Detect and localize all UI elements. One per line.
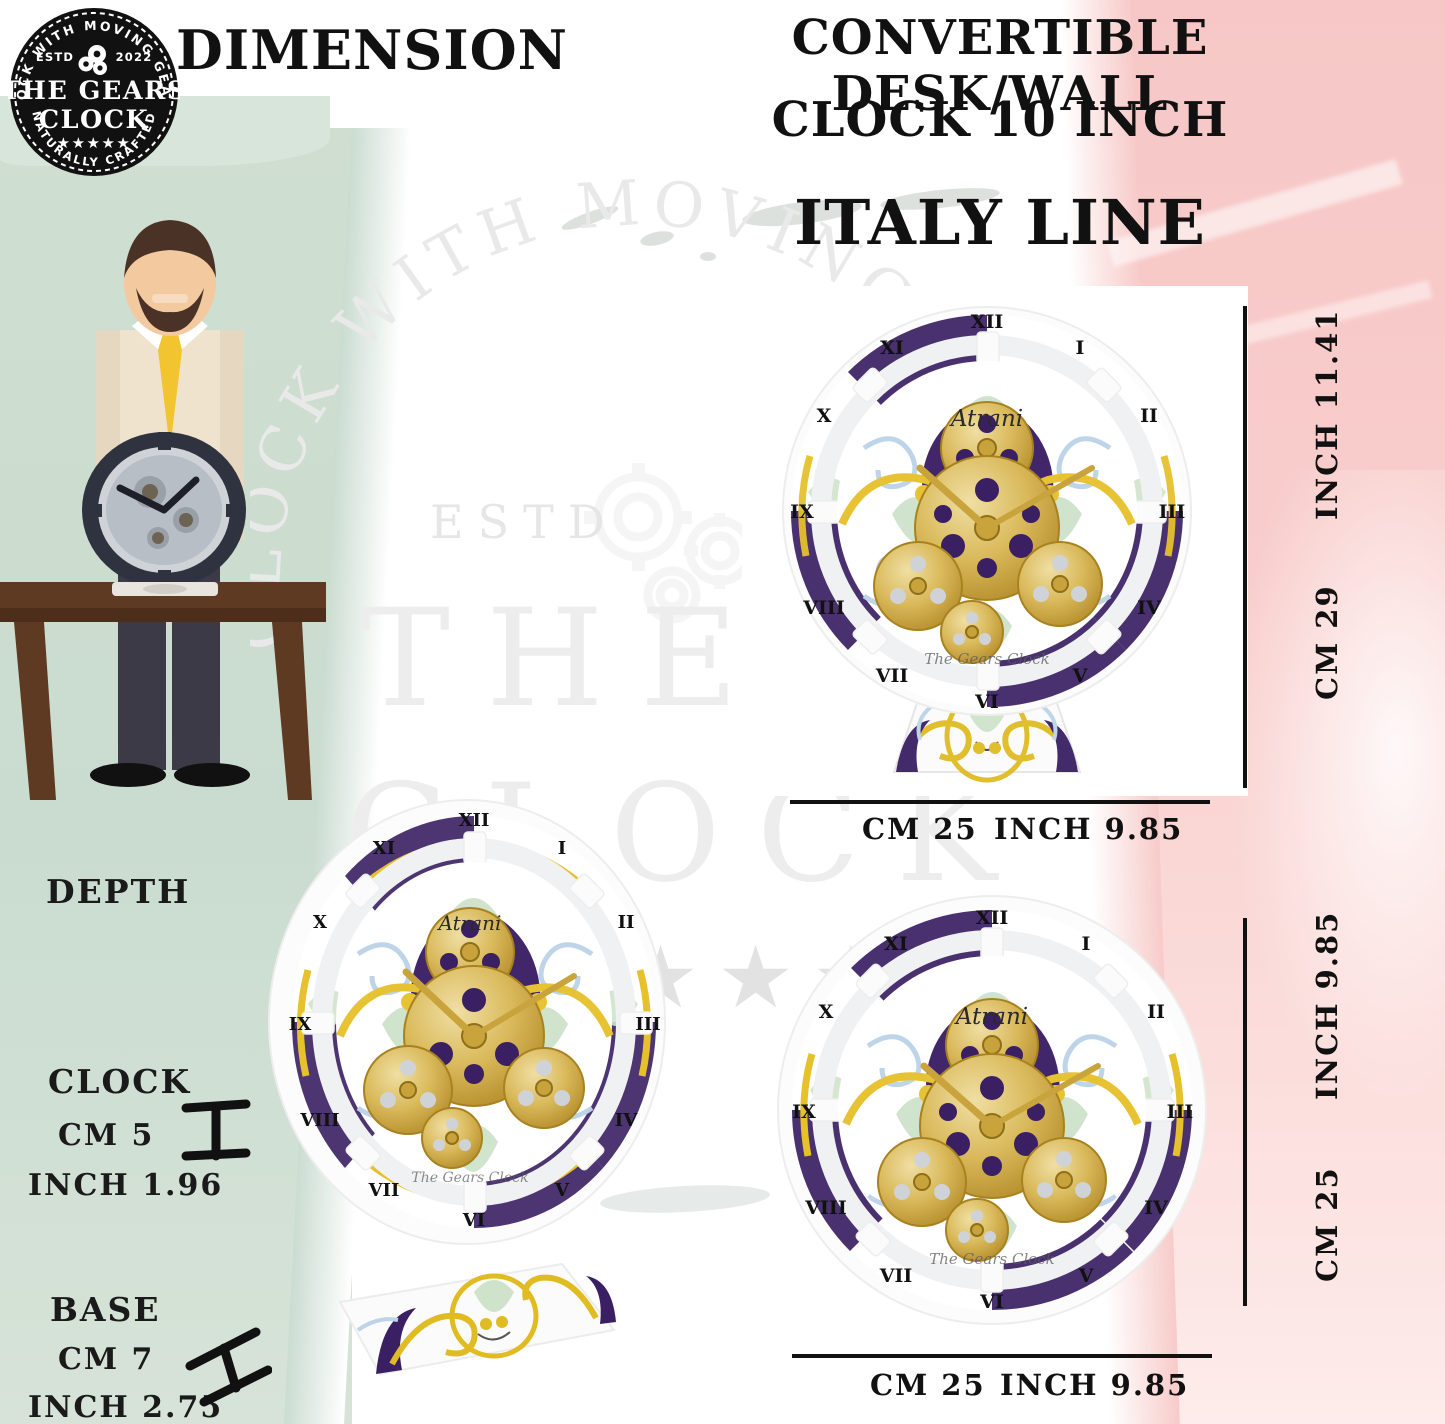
svg-text:The Gears Clock: The Gears Clock <box>411 1170 528 1186</box>
svg-text:X: X <box>817 405 832 427</box>
svg-text:VIII: VIII <box>804 1197 847 1219</box>
svg-text:XII: XII <box>459 810 490 831</box>
product-title-1: CONVERTIBLE DESK/WALL <box>791 10 1209 122</box>
wall-width-cm: CM 25 <box>870 1368 986 1402</box>
svg-text:I: I <box>1076 337 1085 359</box>
svg-text:★★★★★: ★★★★★ <box>57 134 132 152</box>
svg-text:CLOCK: CLOCK <box>39 105 149 135</box>
svg-text:VI: VI <box>974 691 999 713</box>
desk-mode-clock: Atrani The Gears Clock XII I II III IV V… <box>772 296 1202 796</box>
svg-text:IX: IX <box>790 501 814 523</box>
svg-text:IV: IV <box>615 1110 638 1131</box>
svg-text:XII: XII <box>971 311 1004 333</box>
svg-text:V: V <box>1072 665 1089 687</box>
svg-text:XII: XII <box>976 907 1009 929</box>
svg-text:III: III <box>1159 501 1186 523</box>
brand-logo: CLOCK WITH MOVING GEARS NATURALLY CRAFTE… <box>8 6 180 178</box>
svg-text:V: V <box>1078 1265 1095 1287</box>
gear-watermark-icon <box>584 463 756 624</box>
svg-text:ESTD: ESTD <box>36 50 74 64</box>
svg-text:III: III <box>1167 1101 1194 1123</box>
wall-width-rule <box>792 1354 1212 1358</box>
desk-width-cm: CM 25 <box>862 812 978 846</box>
svg-text:XI: XI <box>880 337 904 359</box>
clock-depth-ibeam-icon <box>181 1099 251 1161</box>
svg-text:XI: XI <box>373 838 395 859</box>
base-depth-label: BASE <box>50 1290 161 1329</box>
clock-hands <box>916 464 1095 537</box>
wall-height-inch: INCH 9.85 <box>1310 910 1344 1100</box>
desk-height-inch: INCH 11.41 <box>1310 308 1344 520</box>
desk-leg-left <box>14 622 56 800</box>
wall-mode-clock: Atrani The Gears Clock XII I II III IV V… <box>772 890 1212 1330</box>
desk-height-cm: CM 29 <box>1310 584 1344 700</box>
svg-text:II: II <box>618 912 635 933</box>
svg-text:VIII: VIII <box>802 597 845 619</box>
svg-text:IX: IX <box>792 1101 816 1123</box>
svg-text:VI: VI <box>462 1210 485 1231</box>
svg-text:II: II <box>1147 1001 1165 1023</box>
desk-width-rule <box>790 800 1210 804</box>
svg-text:I: I <box>558 838 566 859</box>
person-tie <box>158 334 182 450</box>
clock-base-angled <box>338 1262 616 1376</box>
base-depth-cm: CM 7 <box>58 1342 155 1377</box>
base-depth-inch: INCH 2.75 <box>28 1390 224 1424</box>
dial-footer-script: The Gears Clock <box>924 650 1050 668</box>
svg-text:Atrani: Atrani <box>954 1004 1028 1030</box>
watermark-estd: ESTD <box>430 495 619 549</box>
svg-text:IV: IV <box>1144 1197 1169 1219</box>
dial-brand-script: Atrani <box>949 406 1023 432</box>
collection-title: ITALY LINE <box>794 186 1206 259</box>
svg-text:Atrani: Atrani <box>437 911 502 935</box>
svg-text:I: I <box>1082 933 1091 955</box>
svg-text:THE GEARS: THE GEARS <box>8 76 180 106</box>
wall-height-cm: CM 25 <box>1310 1166 1344 1282</box>
depth-section-title: DEPTH <box>46 872 191 911</box>
desk-leg-right <box>272 622 312 800</box>
brush-speckle <box>700 252 716 261</box>
product-title-2: CLOCK 10 INCH <box>771 92 1229 148</box>
wall-width-inch: INCH 9.85 <box>1000 1368 1190 1402</box>
angled-view-clock: Atrani The Gears Clock XII I II III IV V… <box>262 790 682 1390</box>
svg-text:VII: VII <box>875 665 909 687</box>
svg-text:X: X <box>313 912 327 933</box>
svg-text:II: II <box>1140 405 1158 427</box>
scale-reference-illustration <box>0 200 340 800</box>
wall-height-rule <box>1243 918 1247 1306</box>
svg-text:VII: VII <box>879 1265 913 1287</box>
clock-depth-cm: CM 5 <box>58 1118 155 1153</box>
svg-text:2022: 2022 <box>116 50 153 64</box>
svg-text:The Gears Clock: The Gears Clock <box>929 1250 1055 1268</box>
clock-depth-inch: INCH 1.96 <box>28 1168 224 1203</box>
base-depth-ibeam-icon <box>185 1327 272 1407</box>
svg-text:IV: IV <box>1137 597 1162 619</box>
desk-height-rule <box>1243 306 1247 788</box>
svg-text:X: X <box>819 1001 834 1023</box>
svg-text:IX: IX <box>289 1014 311 1035</box>
svg-text:VIII: VIII <box>299 1110 339 1131</box>
page-title: DIMENSION <box>176 18 569 82</box>
clock-depth-label: CLOCK <box>48 1062 192 1101</box>
svg-text:III: III <box>635 1014 660 1035</box>
svg-text:V: V <box>554 1180 570 1201</box>
svg-text:XI: XI <box>884 933 908 955</box>
svg-text:VII: VII <box>368 1180 400 1201</box>
desk-width-inch: INCH 9.85 <box>994 812 1184 846</box>
desk-clock-illustration <box>82 432 246 596</box>
svg-text:VI: VI <box>979 1291 1004 1313</box>
